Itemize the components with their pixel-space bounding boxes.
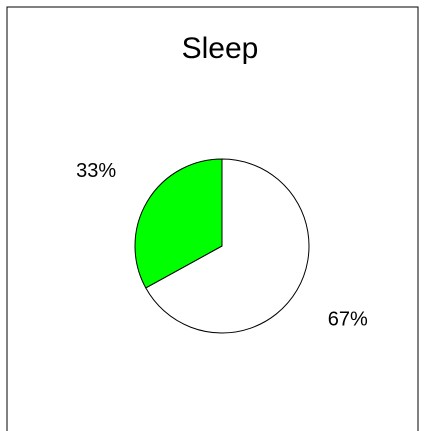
pie-slice [134,158,223,289]
slice-label: 33% [76,160,116,182]
frame [6,6,419,431]
slice-label: 67% [328,309,368,331]
pie-slice [145,158,310,334]
chart-title: Sleep [182,32,259,65]
